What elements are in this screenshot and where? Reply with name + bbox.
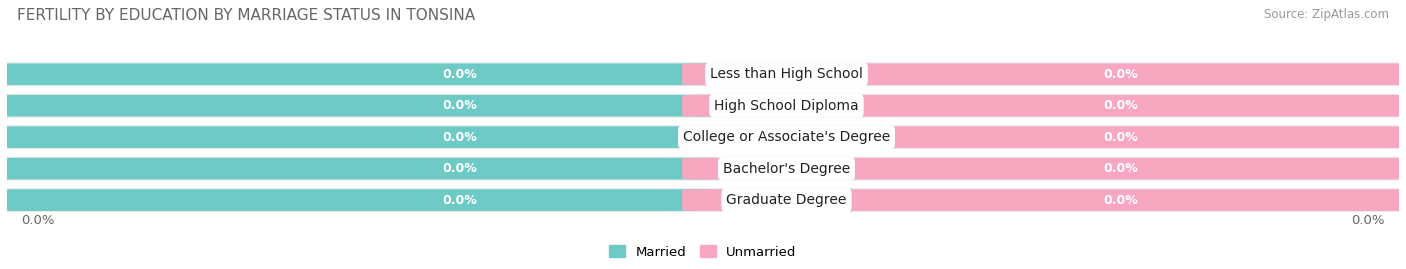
FancyBboxPatch shape (0, 125, 1406, 149)
FancyBboxPatch shape (682, 189, 1406, 211)
FancyBboxPatch shape (0, 126, 724, 148)
Text: 0.0%: 0.0% (21, 214, 55, 227)
Text: 0.0%: 0.0% (1104, 131, 1137, 144)
FancyBboxPatch shape (0, 63, 724, 85)
Text: College or Associate's Degree: College or Associate's Degree (683, 130, 890, 144)
Text: FERTILITY BY EDUCATION BY MARRIAGE STATUS IN TONSINA: FERTILITY BY EDUCATION BY MARRIAGE STATU… (17, 8, 475, 23)
FancyBboxPatch shape (0, 94, 1406, 118)
Legend: Married, Unmarried: Married, Unmarried (605, 240, 801, 264)
Text: 0.0%: 0.0% (441, 194, 477, 207)
FancyBboxPatch shape (682, 95, 1406, 116)
Text: High School Diploma: High School Diploma (714, 99, 859, 113)
Text: 0.0%: 0.0% (1351, 214, 1385, 227)
FancyBboxPatch shape (0, 188, 1406, 212)
Text: Less than High School: Less than High School (710, 67, 863, 81)
Text: 0.0%: 0.0% (1104, 194, 1137, 207)
FancyBboxPatch shape (682, 63, 1406, 85)
Text: 0.0%: 0.0% (1104, 68, 1137, 81)
FancyBboxPatch shape (0, 62, 1406, 86)
FancyBboxPatch shape (0, 158, 724, 179)
FancyBboxPatch shape (682, 126, 1406, 148)
Text: 0.0%: 0.0% (441, 131, 477, 144)
Text: 0.0%: 0.0% (1104, 99, 1137, 112)
Text: Source: ZipAtlas.com: Source: ZipAtlas.com (1264, 8, 1389, 21)
Text: Bachelor's Degree: Bachelor's Degree (723, 162, 851, 176)
Text: 0.0%: 0.0% (441, 99, 477, 112)
FancyBboxPatch shape (682, 158, 1406, 179)
FancyBboxPatch shape (0, 189, 724, 211)
Text: 0.0%: 0.0% (441, 68, 477, 81)
FancyBboxPatch shape (0, 157, 1406, 180)
Text: 0.0%: 0.0% (441, 162, 477, 175)
Text: Graduate Degree: Graduate Degree (727, 193, 846, 207)
Text: 0.0%: 0.0% (1104, 162, 1137, 175)
FancyBboxPatch shape (0, 95, 724, 116)
